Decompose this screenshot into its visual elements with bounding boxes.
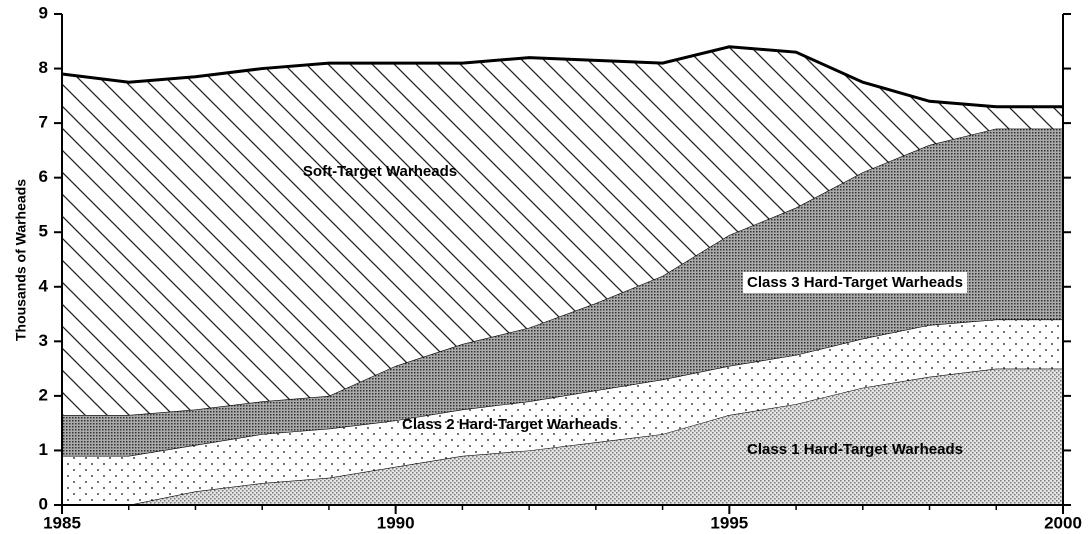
y-tick-label: 6 [39, 167, 48, 186]
area [62, 368, 1063, 505]
series-label: Class 2 Hard-Target Warheads [402, 416, 618, 433]
y-tick-label: 1 [39, 440, 48, 459]
y-tick-label: 7 [39, 113, 48, 132]
y-axis-label: Thousands of Warheads [13, 179, 29, 341]
y-tick-label: 3 [39, 331, 48, 350]
series-label: Soft-Target Warheads [303, 163, 457, 180]
y-tick-label: 9 [39, 3, 48, 22]
x-tick-label: 1990 [377, 513, 415, 532]
y-tick-label: 2 [39, 385, 48, 404]
series-label: Class 3 Hard-Target Warheads [747, 274, 963, 291]
area [62, 319, 1063, 505]
y-tick-label: 8 [39, 58, 48, 77]
y-tick-label: 4 [39, 276, 49, 295]
y-tick-label: 0 [39, 494, 48, 513]
x-tick-label: 1985 [43, 513, 81, 532]
area [62, 128, 1063, 456]
y-tick-label: 5 [39, 222, 48, 241]
area [62, 46, 1063, 415]
area-edge [61, 45, 1063, 109]
x-tick-label: 2000 [1044, 513, 1082, 532]
label-bg [743, 271, 967, 293]
series-label: Class 1 Hard-Target Warheads [747, 441, 963, 458]
x-tick-label: 1995 [710, 513, 748, 532]
